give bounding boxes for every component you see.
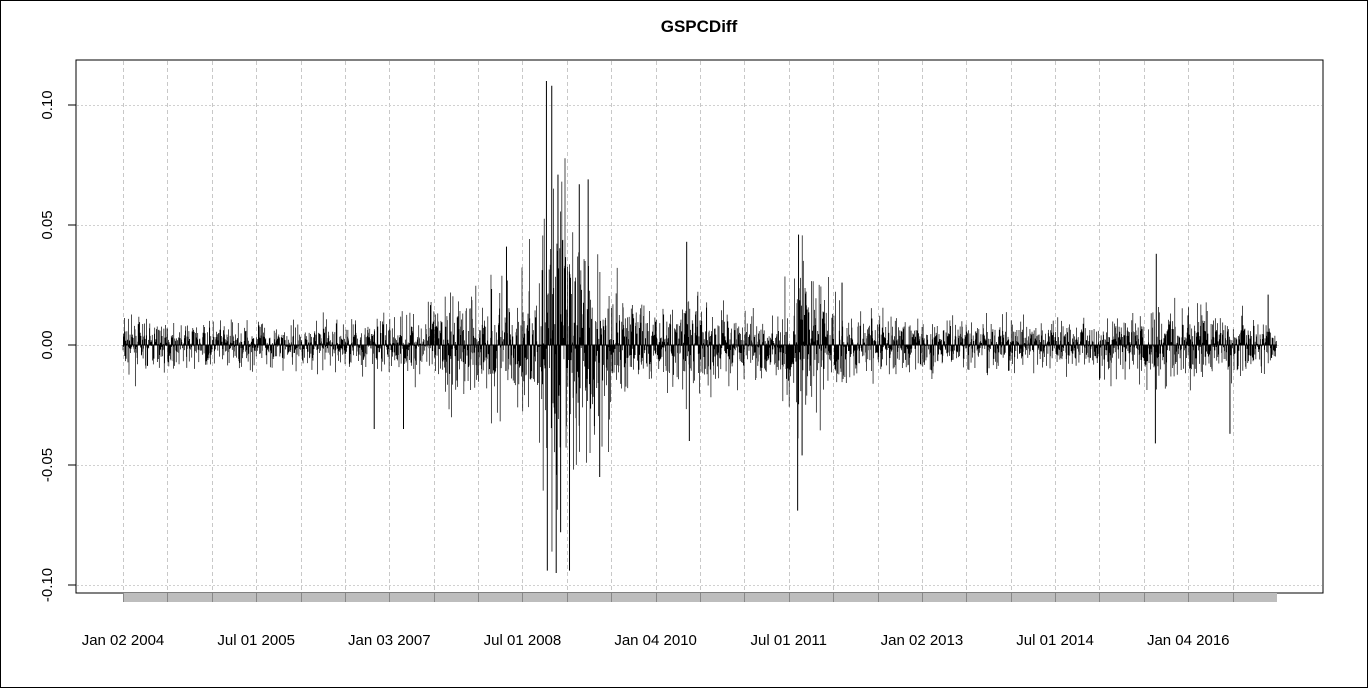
x-tick-label: Jul 01 2008 [484, 632, 562, 649]
x-tick-label: Jul 01 2014 [1016, 632, 1094, 649]
y-tick-label: 0.10 [39, 90, 56, 119]
y-tick-label: 0.00 [39, 330, 56, 359]
x-tick-label: Jan 04 2010 [614, 632, 697, 649]
y-tick-label: 0.05 [39, 210, 56, 239]
x-tick-label: Jan 02 2013 [881, 632, 964, 649]
y-tick-label: -0.05 [39, 448, 56, 482]
x-tick-label: Jan 02 2004 [82, 632, 165, 649]
series-spikes [122, 81, 1277, 573]
grid-layer [77, 61, 1322, 591]
series-spike-path [122, 158, 1277, 552]
x-tick-label: Jul 01 2011 [751, 632, 827, 649]
x-tick-label: Jan 04 2016 [1147, 632, 1230, 649]
axes-layer: -0.10 -0.05 0.00 0.05 0.10 Jan 02 2004 Jul 01 … [39, 90, 1277, 649]
y-tick-label: -0.10 [39, 568, 56, 602]
chart-title: GSPCDiff [661, 17, 738, 36]
x-tick-label: Jul 01 2005 [217, 632, 295, 649]
x-tick-label: Jan 03 2007 [348, 632, 431, 649]
